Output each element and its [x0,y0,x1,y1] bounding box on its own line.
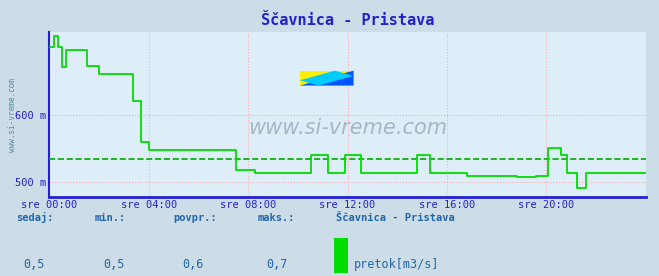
Polygon shape [300,71,354,86]
Text: Ščavnica - Pristava: Ščavnica - Pristava [336,213,455,223]
Text: pretok[m3/s]: pretok[m3/s] [355,258,440,271]
Text: 0,5: 0,5 [103,258,125,271]
Text: min.:: min.: [95,213,126,223]
Text: sedaj:: sedaj: [16,212,54,223]
Text: povpr.:: povpr.: [173,213,217,223]
Title: Ščavnica - Pristava: Ščavnica - Pristava [261,13,434,28]
Text: 0,5: 0,5 [23,258,44,271]
Polygon shape [300,71,354,86]
Text: maks.:: maks.: [258,213,295,223]
Text: 0,7: 0,7 [266,258,287,271]
Text: www.si-vreme.com: www.si-vreme.com [8,78,17,152]
Bar [334,238,349,273]
Polygon shape [300,71,354,86]
Text: 0,6: 0,6 [183,258,204,271]
Text: www.si-vreme.com: www.si-vreme.com [248,118,447,138]
